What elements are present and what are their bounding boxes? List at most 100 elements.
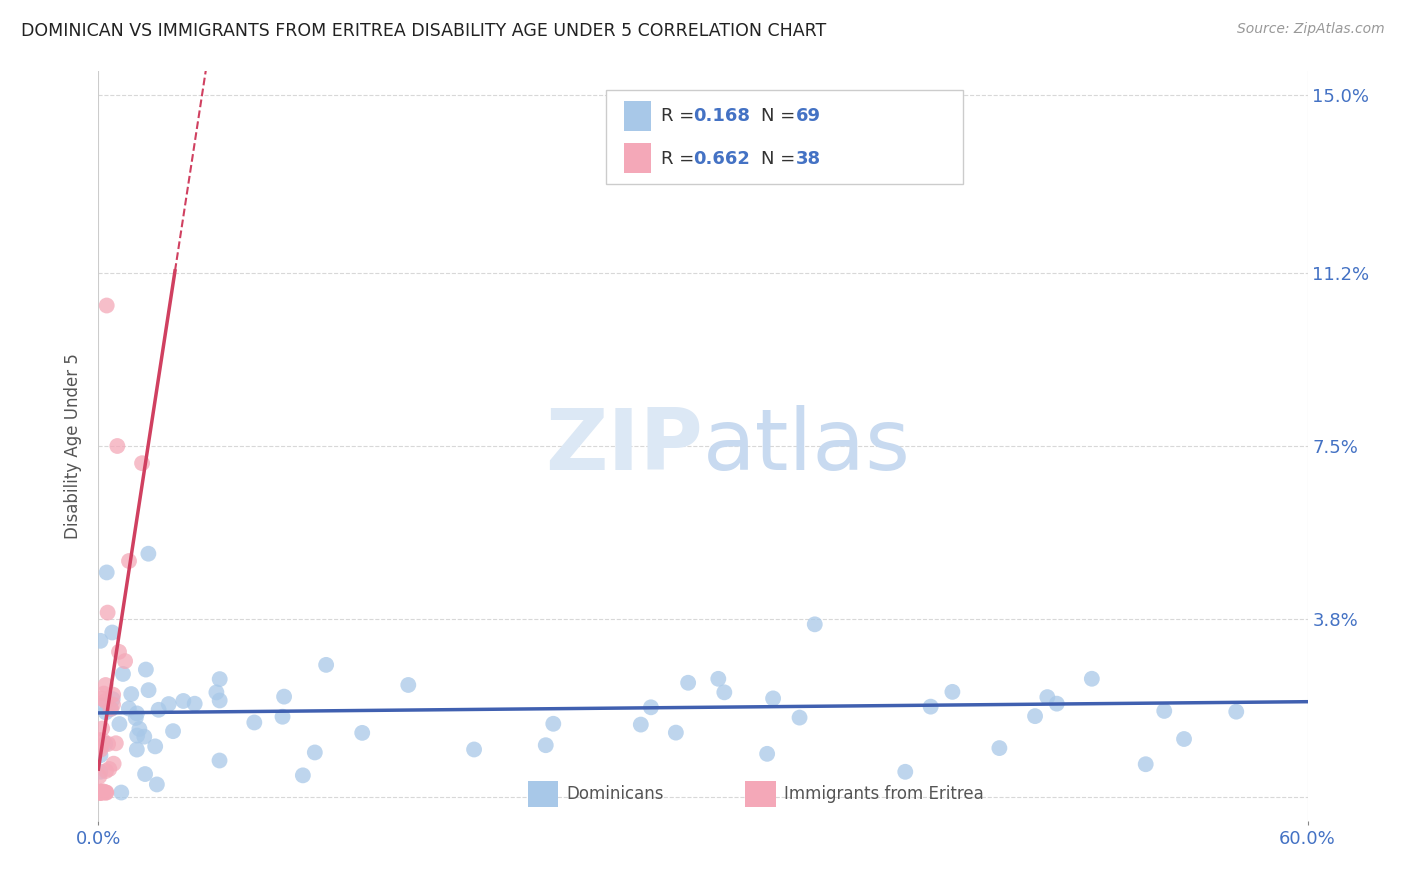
Point xyxy=(96,786,118,800)
Point xyxy=(988,741,1011,756)
Point xyxy=(534,738,557,752)
Point xyxy=(134,730,156,744)
Point xyxy=(97,737,120,751)
Point xyxy=(105,439,128,453)
Point xyxy=(208,754,231,768)
Text: atlas: atlas xyxy=(703,404,911,488)
Point xyxy=(941,685,963,699)
Point xyxy=(118,701,141,715)
Point xyxy=(543,716,565,731)
Point xyxy=(157,697,180,711)
Point xyxy=(208,672,231,686)
Point xyxy=(91,733,114,747)
Point xyxy=(125,711,148,725)
Text: DOMINICAN VS IMMIGRANTS FROM ERITREA DISABILITY AGE UNDER 5 CORRELATION CHART: DOMINICAN VS IMMIGRANTS FROM ERITREA DIS… xyxy=(21,22,827,40)
Point xyxy=(100,702,122,716)
Point xyxy=(1135,757,1157,772)
Point xyxy=(315,657,337,672)
Point xyxy=(1081,672,1104,686)
Point xyxy=(789,710,811,724)
Point xyxy=(676,675,699,690)
Point xyxy=(1024,709,1046,723)
Point xyxy=(94,706,117,720)
Point xyxy=(135,663,157,677)
Point xyxy=(89,786,111,800)
Point xyxy=(756,747,779,761)
Point xyxy=(128,722,150,736)
Point xyxy=(134,767,156,781)
Point xyxy=(162,724,184,739)
Point xyxy=(89,748,111,763)
Text: Source: ZipAtlas.com: Source: ZipAtlas.com xyxy=(1237,22,1385,37)
Point xyxy=(111,667,134,681)
FancyBboxPatch shape xyxy=(527,780,558,807)
Point xyxy=(90,786,112,800)
Point xyxy=(96,566,118,580)
Text: N =: N = xyxy=(761,150,801,168)
Point xyxy=(146,777,169,791)
Point xyxy=(90,786,112,800)
FancyBboxPatch shape xyxy=(606,90,963,184)
Point xyxy=(98,762,121,776)
Point xyxy=(271,710,294,724)
Point xyxy=(91,784,114,798)
Point xyxy=(108,717,131,731)
Point xyxy=(97,606,120,620)
Text: 69: 69 xyxy=(796,107,821,125)
Point xyxy=(143,739,166,754)
Point xyxy=(1046,697,1069,711)
Point xyxy=(396,678,419,692)
Point xyxy=(125,706,148,721)
Point xyxy=(291,768,314,782)
Y-axis label: Disability Age Under 5: Disability Age Under 5 xyxy=(65,353,83,539)
Text: N =: N = xyxy=(761,107,801,125)
Point xyxy=(304,746,326,760)
Point xyxy=(101,692,124,706)
Point xyxy=(127,729,149,743)
Text: 38: 38 xyxy=(796,150,821,168)
Point xyxy=(90,739,112,754)
Point xyxy=(172,694,194,708)
Point xyxy=(640,700,662,714)
Text: 0.662: 0.662 xyxy=(693,150,751,168)
Point xyxy=(803,617,825,632)
Point xyxy=(101,688,124,702)
Point xyxy=(713,685,735,699)
Point xyxy=(762,691,785,706)
Point xyxy=(94,764,117,778)
Point xyxy=(94,785,117,799)
Point xyxy=(125,742,148,756)
Point xyxy=(94,678,117,692)
Point xyxy=(89,786,111,800)
Point xyxy=(273,690,295,704)
Point xyxy=(114,654,136,668)
Point xyxy=(243,715,266,730)
Point xyxy=(463,742,485,756)
Point xyxy=(665,725,688,739)
Point xyxy=(101,625,124,640)
FancyBboxPatch shape xyxy=(624,102,651,131)
Point xyxy=(89,786,111,800)
Point xyxy=(101,698,124,712)
Point xyxy=(96,298,118,313)
FancyBboxPatch shape xyxy=(745,780,776,807)
Point xyxy=(138,683,160,698)
Point xyxy=(108,645,131,659)
Text: ZIP: ZIP xyxy=(546,404,703,488)
Point xyxy=(96,786,118,800)
Point xyxy=(110,786,132,800)
Point xyxy=(1036,690,1059,705)
Point xyxy=(1173,731,1195,746)
Point xyxy=(93,687,115,701)
Point xyxy=(352,726,374,740)
Point xyxy=(630,717,652,731)
Point xyxy=(894,764,917,779)
Point xyxy=(90,742,112,756)
Point xyxy=(148,703,170,717)
Point xyxy=(89,786,111,800)
Point xyxy=(183,697,205,711)
Point xyxy=(208,693,231,707)
Point xyxy=(89,764,111,779)
Point xyxy=(104,736,127,750)
Point xyxy=(90,691,112,706)
